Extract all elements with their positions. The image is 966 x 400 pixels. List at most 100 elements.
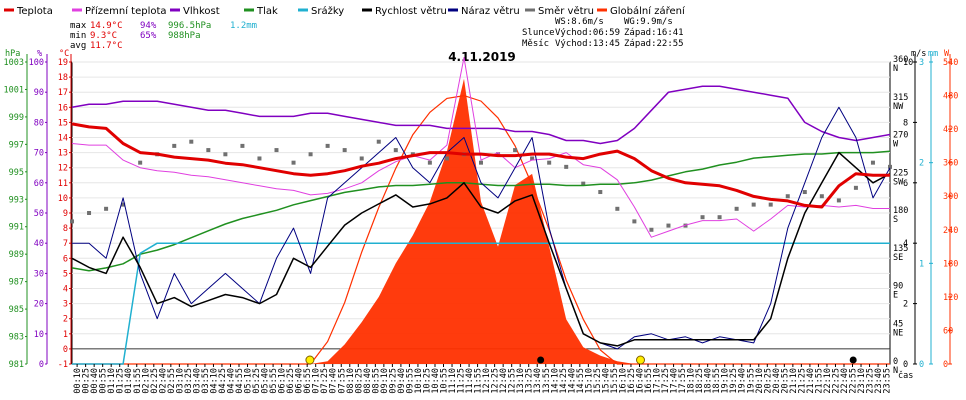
- legend-label: Vlhkost: [183, 6, 220, 17]
- x-tick-label: 18:55: [712, 368, 722, 394]
- x-tick-label: 05:25: [252, 368, 262, 394]
- temperature-tick-label: 9: [63, 209, 68, 219]
- direction-tick-label: 90: [893, 282, 903, 292]
- sun-moon-markers: [305, 355, 857, 365]
- wind-direction-point: [70, 219, 74, 224]
- temperature-tick-label: 16: [58, 103, 68, 113]
- info-ws: WS:8.6m/s: [555, 17, 604, 27]
- x-tick-label: 04:25: [218, 368, 228, 394]
- stat-min-hum: 65%: [140, 31, 157, 41]
- x-tick-label: 22:40: [840, 368, 850, 394]
- humidity-tick-label: 70: [34, 149, 44, 159]
- series-rain: [72, 242, 890, 365]
- wind-direction-point: [206, 148, 211, 153]
- humidity-axis-unit: %: [37, 49, 42, 59]
- legend: Teplota Přízemní teplota Vlhkost Tlak Srážky…: [4, 5, 686, 17]
- x-tick-label: 17:10: [653, 368, 663, 394]
- x-tick-label: 08:40: [363, 368, 373, 394]
- legend-label: Teplota: [16, 6, 53, 17]
- x-tick-label: 07:25: [320, 368, 330, 394]
- x-tick-label: 14:55: [576, 368, 586, 394]
- wind-direction-point: [376, 139, 381, 144]
- x-tick-label: 23:40: [874, 368, 884, 394]
- temperature-tick-label: 18: [58, 73, 68, 83]
- x-tick-label: 02:25: [150, 368, 160, 394]
- x-tick-label: 20:55: [780, 368, 790, 394]
- wind-direction-point: [291, 160, 296, 165]
- wind_speed-tick-label: 6: [903, 179, 908, 189]
- wind-direction-point: [700, 215, 705, 220]
- rain-tick-label: 2: [919, 159, 924, 169]
- x-tick-label: 13:55: [542, 368, 552, 394]
- sunrise-marker: [305, 355, 315, 365]
- humidity-tick-label: 0: [39, 360, 44, 370]
- humidity-tick-label: 30: [34, 269, 44, 279]
- temperature-tick-label: 7: [63, 239, 68, 249]
- stat-min-temp: 9.3°C: [90, 31, 117, 41]
- pressure-tick-label: 1001: [4, 85, 24, 95]
- pressure-tick-label: 989: [9, 250, 24, 260]
- direction-tick-label: 225: [893, 168, 908, 178]
- direction-tick-label: 0: [893, 357, 898, 367]
- pressure-axis-unit: hPa: [5, 49, 20, 59]
- legend-label: Srážky: [311, 5, 344, 17]
- x-tick-label: 22:55: [849, 368, 859, 394]
- x-tick-label: 03:25: [184, 368, 194, 394]
- wind-direction-point: [768, 202, 773, 207]
- temperature-tick-label: 3: [63, 300, 68, 310]
- x-tick-label: 21:10: [789, 368, 799, 394]
- wind-direction-point: [189, 139, 194, 144]
- x-axis: 00:1000:2500:4000:5501:1001:2501:4001:55…: [73, 364, 893, 394]
- x-tick-label: 03:40: [192, 368, 202, 394]
- x-tick-label: 07:55: [337, 368, 347, 394]
- temperature-tick-label: 19: [58, 58, 68, 68]
- x-tick-label: 16:40: [635, 368, 645, 394]
- radiation-tick-label: 300: [943, 192, 958, 202]
- wind-direction-point: [138, 160, 143, 165]
- x-tick-label: 22:25: [831, 368, 841, 394]
- rain-axis-unit: mm: [928, 49, 938, 59]
- legend-entry: Tlak: [244, 6, 278, 17]
- legend-entry: Vlhkost: [170, 6, 220, 17]
- wind-direction-point: [104, 206, 109, 211]
- wind-direction-point: [121, 202, 126, 207]
- series-wind-gust: [72, 106, 891, 350]
- wind-direction-point: [359, 156, 364, 161]
- wind-direction-point: [751, 202, 756, 207]
- wind_speed-tick-label: 8: [903, 118, 908, 128]
- wind-direction-point: [581, 181, 586, 186]
- left-axes: 9819839859879899919939959979991001100301…: [4, 54, 72, 370]
- x-tick-label: 16:55: [644, 368, 654, 394]
- stat-avg-temp: 11.7°C: [90, 41, 123, 51]
- temperature-tick-label: 8: [63, 224, 68, 234]
- x-tick-label: 23:10: [857, 368, 867, 394]
- x-tick-label: 07:10: [312, 368, 322, 394]
- series-temperature: [71, 122, 890, 209]
- x-tick-label: 15:55: [610, 368, 620, 394]
- radiation-tick-label: 540: [943, 58, 958, 68]
- pressure-tick-label: 993: [9, 195, 24, 205]
- x-tick-label: 21:40: [806, 368, 816, 394]
- x-tick-label: 18:10: [687, 368, 697, 394]
- direction-tick-label: SW: [893, 177, 904, 187]
- temperature-tick-label: -1: [58, 360, 68, 370]
- wind-direction-point: [734, 206, 739, 211]
- x-tick-label: 19:55: [746, 368, 756, 394]
- x-tick-label: 17:25: [661, 368, 671, 394]
- right-axes: 0N45NE90E135SE180S225SW270W315NW360N0246…: [893, 54, 958, 376]
- x-tick-label: 11:10: [448, 368, 458, 394]
- legend-entry: Globální záření: [597, 5, 686, 17]
- wind-direction-point: [632, 219, 637, 224]
- x-tick-label: 09:40: [397, 368, 407, 394]
- wind-axis-unit: m/s: [911, 49, 926, 59]
- series-pressure: [71, 150, 891, 272]
- wind-direction-point: [564, 164, 569, 169]
- stat-min-label: min: [70, 31, 86, 41]
- x-tick-label: 00:40: [90, 368, 100, 394]
- wind-direction-point: [802, 190, 807, 195]
- x-tick-label: 21:25: [797, 368, 807, 394]
- temperature-tick-label: 0: [63, 345, 68, 355]
- temperature-tick-label: 13: [58, 149, 68, 159]
- legend-entry: Teplota: [4, 6, 53, 17]
- wind-direction-point: [547, 160, 552, 165]
